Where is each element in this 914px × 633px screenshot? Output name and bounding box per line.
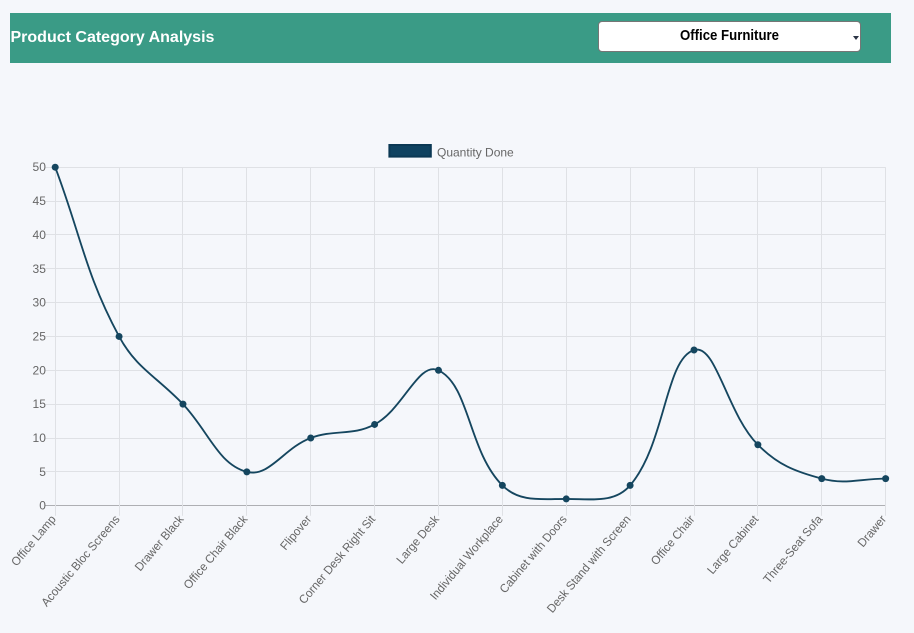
svg-text:20: 20 bbox=[33, 363, 47, 377]
svg-text:Drawer Black: Drawer Black bbox=[132, 513, 186, 574]
svg-text:Large Cabinet: Large Cabinet bbox=[705, 512, 762, 576]
svg-text:40: 40 bbox=[33, 228, 47, 242]
svg-text:Office Chair: Office Chair bbox=[648, 513, 697, 568]
svg-text:Cabinet with Doors: Cabinet with Doors bbox=[497, 513, 570, 596]
svg-text:Individual Workplace: Individual Workplace bbox=[428, 513, 507, 603]
svg-text:Large Desk: Large Desk bbox=[394, 513, 442, 567]
svg-text:Flipover: Flipover bbox=[278, 513, 315, 553]
svg-text:50: 50 bbox=[33, 160, 47, 174]
svg-text:Three-Seat Sofa: Three-Seat Sofa bbox=[761, 513, 826, 587]
svg-text:35: 35 bbox=[33, 262, 47, 276]
svg-text:30: 30 bbox=[33, 296, 47, 310]
svg-text:10: 10 bbox=[33, 431, 47, 445]
svg-text:25: 25 bbox=[33, 329, 47, 343]
svg-text:Office Lamp: Office Lamp bbox=[9, 513, 59, 569]
svg-text:Drawer: Drawer bbox=[855, 513, 889, 550]
svg-text:5: 5 bbox=[39, 465, 46, 479]
svg-text:0: 0 bbox=[39, 499, 46, 513]
svg-text:Quantity Done: Quantity Done bbox=[437, 146, 514, 160]
svg-text:Office Chair Black: Office Chair Black bbox=[181, 513, 250, 592]
svg-text:45: 45 bbox=[33, 194, 47, 208]
svg-text:15: 15 bbox=[33, 397, 47, 411]
